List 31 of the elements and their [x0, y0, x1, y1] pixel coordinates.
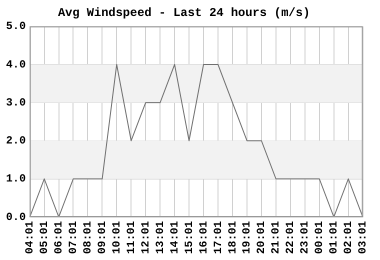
- x-tick-label: 18:01: [227, 220, 240, 254]
- x-tick-label: 12:01: [140, 220, 152, 254]
- x-tick-label: 19:01: [242, 220, 254, 254]
- chart-title: Avg Windspeed - Last 24 hours (m/s): [58, 6, 310, 20]
- y-tick-label: 0.0: [6, 212, 26, 224]
- x-tick-label: 17:01: [212, 220, 225, 254]
- x-tick-label: 13:01: [154, 220, 167, 254]
- y-tick-label: 3.0: [6, 97, 26, 110]
- y-tick-label: 5.0: [6, 21, 26, 34]
- y-tick-label: 1.0: [6, 174, 26, 186]
- x-tick-label: 07:01: [68, 220, 80, 254]
- x-tick-label: 09:01: [96, 220, 109, 254]
- x-tick-label: 06:01: [54, 220, 66, 254]
- y-tick-label: 2.0: [6, 136, 26, 148]
- x-tick-label: 23:01: [300, 220, 312, 254]
- x-tick-label: 01:01: [328, 220, 341, 254]
- x-tick-label: 15:01: [184, 220, 196, 254]
- x-tick-label: 08:01: [82, 220, 94, 254]
- x-tick-label: 11:01: [126, 220, 138, 254]
- x-tick-label: 00:01: [314, 220, 326, 254]
- x-tick-label: 04:01: [24, 220, 37, 254]
- x-tick-label: 22:01: [285, 220, 298, 254]
- x-tick-label: 10:01: [111, 220, 124, 254]
- x-tick-label: 20:01: [256, 220, 268, 254]
- x-tick-label: 02:01: [343, 220, 356, 254]
- x-tick-label: 14:01: [169, 220, 182, 254]
- y-tick-label: 4.0: [6, 59, 26, 72]
- x-tick-label: 21:01: [270, 220, 283, 254]
- x-tick-label: 05:01: [39, 220, 52, 254]
- x-tick-label: 03:01: [358, 220, 370, 254]
- x-tick-label: 16:01: [198, 220, 210, 254]
